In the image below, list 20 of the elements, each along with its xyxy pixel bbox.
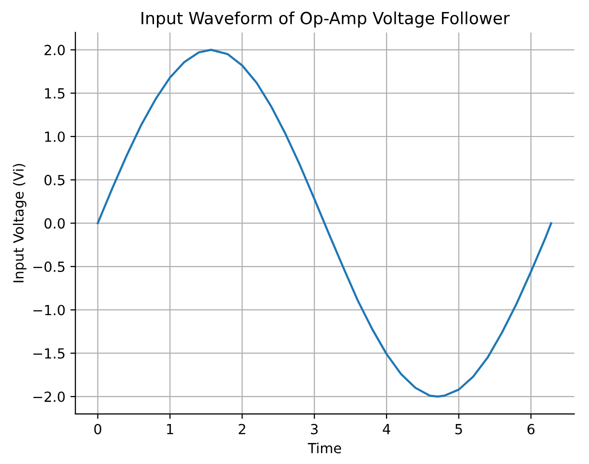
y-tick-label: 2.0: [44, 44, 65, 56]
x-tick-label: 5: [455, 424, 462, 434]
y-tick-label: 1.5: [45, 88, 64, 99]
x-tick-label: 6: [528, 424, 534, 434]
y-tick-label: −1.0: [33, 304, 65, 316]
y-tick-label: 0.0: [44, 218, 65, 229]
x-tick-label: 1: [167, 424, 174, 434]
chart-title: Input Waveform of Op-Amp Voltage Follower: [142, 11, 510, 28]
x-tick-label: 0: [94, 424, 102, 434]
y-tick-label: −0.5: [33, 261, 64, 272]
y-tick-label: −1.5: [33, 348, 64, 359]
line-series: [96, 48, 552, 398]
x-tick-label: 3: [311, 424, 318, 434]
y-axis-title: Input Voltage (Vi): [12, 164, 26, 282]
x-axis-title: Time: [308, 442, 342, 454]
y-tick-label: 1.0: [45, 131, 65, 142]
x-tick-label: 2: [238, 424, 246, 434]
x-tick-label: 4: [382, 424, 390, 434]
y-tick-label: 0.5: [44, 174, 64, 186]
y-tick-label: −2.0: [33, 392, 65, 402]
